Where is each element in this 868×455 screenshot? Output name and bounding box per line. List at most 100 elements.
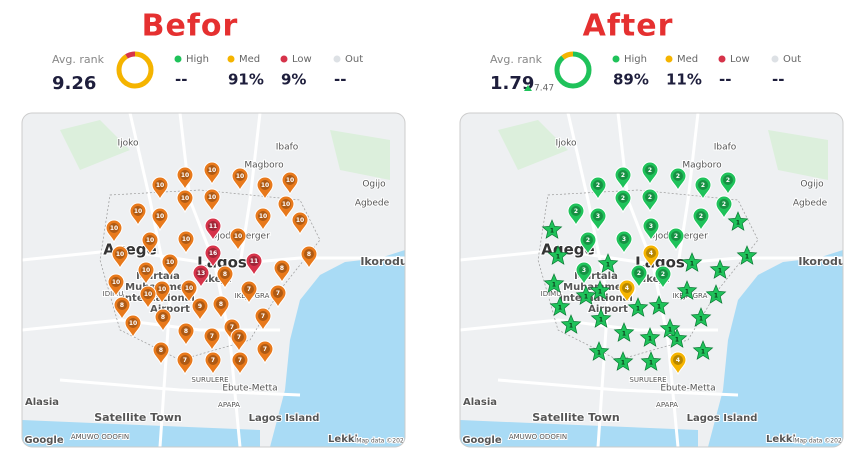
pin-badge	[304, 249, 314, 259]
pin-rank: 1	[550, 228, 554, 235]
map-label: Ibafo	[276, 143, 299, 153]
map-label: Ibafo	[714, 143, 737, 153]
stat-value: --	[334, 71, 346, 89]
pin	[618, 279, 636, 304]
road	[128, 113, 172, 447]
pin-badge	[646, 248, 656, 258]
pin-badge	[141, 265, 151, 275]
pin-rank: 1	[690, 261, 694, 268]
pin-rank: 1	[668, 327, 672, 334]
pin	[254, 307, 272, 332]
pin-rank: 10	[286, 177, 294, 184]
road	[460, 248, 843, 267]
pin-rank: 7	[238, 357, 242, 364]
pin-rank: 10	[182, 236, 190, 243]
pin-badge	[698, 180, 708, 190]
legend-name: Med	[239, 54, 260, 65]
pin-rank: 1	[636, 306, 640, 313]
pin	[269, 284, 287, 309]
pin-badge	[295, 215, 305, 225]
star-pin	[690, 307, 712, 327]
pin	[151, 207, 169, 232]
pin-rank: 2	[722, 201, 726, 208]
pin-rank: 7	[230, 324, 234, 331]
pin-rank: 10	[144, 291, 152, 298]
panel-title: After	[583, 9, 674, 44]
pin	[669, 167, 687, 192]
star-pin	[709, 259, 731, 279]
pin	[191, 297, 209, 322]
road	[238, 113, 262, 266]
pin-rank: 1	[714, 293, 718, 300]
pin	[256, 176, 274, 201]
pin-badge	[115, 249, 125, 259]
pin	[113, 296, 131, 321]
pin-badge	[258, 211, 268, 221]
pin-rank: 10	[208, 194, 216, 201]
pin-rank: 8	[120, 302, 124, 309]
pin-badge	[696, 211, 706, 221]
pin-badge	[155, 211, 165, 221]
pin	[630, 264, 648, 289]
map-label: Magboro	[682, 161, 722, 171]
road	[566, 113, 610, 447]
pin	[254, 207, 272, 232]
pin-rank: 10	[282, 201, 290, 208]
map-label: Google	[462, 435, 502, 446]
rank-change: 7.47	[534, 84, 554, 94]
map-label: International	[121, 293, 195, 304]
pin	[256, 340, 274, 365]
pin	[141, 231, 159, 256]
road	[497, 378, 739, 397]
star-pin	[612, 351, 634, 371]
pin-rank: 1	[599, 317, 603, 324]
map-frame	[459, 112, 844, 448]
map-label: Satellite Town	[532, 411, 620, 424]
pin-rank: 9	[198, 303, 202, 310]
star-pin	[547, 245, 569, 265]
pin-rank: 10	[261, 182, 269, 189]
pin-rank: 8	[219, 301, 223, 308]
pin-badge	[143, 289, 153, 299]
pin-rank: 7	[210, 333, 214, 340]
pin-rank: 1	[598, 289, 602, 296]
stat-value: 9%	[281, 71, 306, 89]
star-pin	[640, 351, 662, 371]
pin-badge	[208, 355, 218, 365]
pin	[111, 245, 129, 270]
pin	[273, 259, 291, 284]
pin-rank: 1	[558, 305, 562, 312]
map-frame	[21, 112, 406, 448]
stat-value: --	[175, 71, 187, 89]
map-label: Satellite Town	[94, 411, 182, 424]
map-label: Ijoko	[555, 139, 577, 149]
pin-badge	[208, 221, 218, 231]
pin-rank: 2	[726, 177, 730, 184]
pin	[614, 166, 632, 191]
pin-rank: 1	[718, 268, 722, 275]
map-label: SURULERE	[191, 376, 228, 384]
pin-badge	[181, 326, 191, 336]
pin-rank: 4	[625, 285, 629, 292]
pin-rank: 2	[586, 237, 590, 244]
pin-badge	[235, 355, 245, 365]
map-label: Lekki	[766, 434, 796, 445]
greenery	[498, 120, 828, 180]
pin-badge	[719, 199, 729, 209]
donut-segment	[116, 51, 154, 89]
pin-badge	[235, 171, 245, 181]
legend-name: High	[186, 54, 209, 65]
star-pin	[676, 280, 698, 300]
pin-badge	[227, 322, 237, 332]
star-pin	[705, 284, 727, 304]
pin-rank: 8	[280, 265, 284, 272]
pin-rank: 1	[648, 336, 652, 343]
pin-rank: 10	[181, 195, 189, 202]
pin-rank: 8	[159, 347, 163, 354]
legend-dot	[174, 55, 182, 63]
legend-name: Low	[292, 54, 312, 65]
road	[676, 113, 700, 266]
star-pin	[541, 219, 563, 239]
pin-rank: 10	[146, 237, 154, 244]
pin-rank: 1	[736, 220, 740, 227]
